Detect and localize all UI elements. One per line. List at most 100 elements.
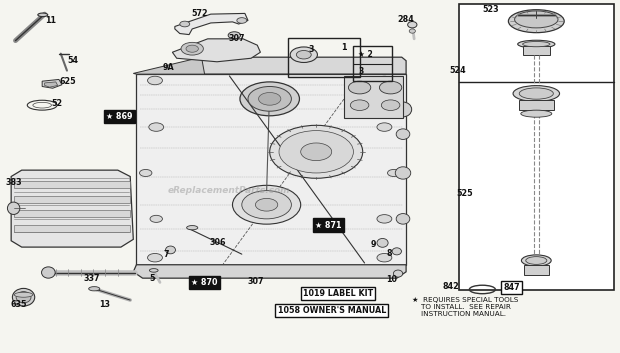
Text: 635: 635 <box>11 300 27 309</box>
Ellipse shape <box>408 22 417 28</box>
Circle shape <box>381 100 400 110</box>
Polygon shape <box>172 39 260 62</box>
Circle shape <box>255 198 278 211</box>
Text: 1058 OWNER'S MANUAL: 1058 OWNER'S MANUAL <box>278 306 386 315</box>
Text: ★  REQUIRES SPECIAL TOOLS
    TO INSTALL.  SEE REPAIR
    INSTRUCTION MANUAL.: ★ REQUIRES SPECIAL TOOLS TO INSTALL. SEE… <box>412 297 519 317</box>
Ellipse shape <box>513 86 559 102</box>
Bar <box>459 4 614 290</box>
Circle shape <box>240 82 299 116</box>
Text: 524: 524 <box>450 66 466 75</box>
Text: 3: 3 <box>358 67 363 76</box>
Bar <box>344 76 403 118</box>
Ellipse shape <box>520 88 553 99</box>
Ellipse shape <box>187 226 198 230</box>
Circle shape <box>228 32 241 39</box>
Ellipse shape <box>518 40 555 48</box>
Circle shape <box>301 143 332 161</box>
Text: 307: 307 <box>229 34 245 43</box>
Circle shape <box>259 92 281 105</box>
Polygon shape <box>175 13 248 35</box>
Circle shape <box>148 76 162 85</box>
Ellipse shape <box>396 167 410 179</box>
Bar <box>14 225 130 232</box>
Ellipse shape <box>377 239 388 247</box>
Polygon shape <box>136 74 406 265</box>
Bar <box>523 46 550 55</box>
Text: 52: 52 <box>51 98 63 108</box>
Polygon shape <box>133 57 205 74</box>
Ellipse shape <box>149 269 158 272</box>
Ellipse shape <box>394 270 403 277</box>
Text: 11: 11 <box>45 16 56 25</box>
Bar <box>288 38 360 77</box>
Text: ★ 870: ★ 870 <box>192 278 218 287</box>
Text: 54: 54 <box>68 55 79 65</box>
Ellipse shape <box>409 29 415 33</box>
Ellipse shape <box>526 257 547 264</box>
Circle shape <box>180 21 190 27</box>
Bar <box>524 265 549 275</box>
Ellipse shape <box>12 288 35 306</box>
Text: 5: 5 <box>149 274 154 283</box>
Text: 9A: 9A <box>163 63 174 72</box>
Bar <box>14 196 130 203</box>
Circle shape <box>140 169 152 176</box>
Ellipse shape <box>521 110 552 117</box>
Text: 847: 847 <box>503 283 520 292</box>
Circle shape <box>296 50 311 59</box>
Text: 1: 1 <box>342 43 347 52</box>
Circle shape <box>348 81 371 94</box>
Circle shape <box>377 76 392 85</box>
Circle shape <box>270 125 363 178</box>
Ellipse shape <box>7 202 20 214</box>
Circle shape <box>279 131 353 173</box>
Polygon shape <box>11 170 133 247</box>
Ellipse shape <box>89 287 100 291</box>
Ellipse shape <box>392 248 402 255</box>
Ellipse shape <box>396 129 410 139</box>
Ellipse shape <box>38 13 48 17</box>
Ellipse shape <box>14 292 33 297</box>
Text: 13: 13 <box>99 300 110 309</box>
Text: 842: 842 <box>443 282 460 291</box>
Text: 383: 383 <box>6 178 22 187</box>
Text: ★ 2: ★ 2 <box>358 50 373 59</box>
Circle shape <box>290 47 317 62</box>
Ellipse shape <box>396 214 410 224</box>
Circle shape <box>248 86 291 111</box>
Circle shape <box>377 253 392 262</box>
Text: 10: 10 <box>386 275 397 284</box>
Circle shape <box>377 215 392 223</box>
Ellipse shape <box>508 10 564 33</box>
Circle shape <box>148 253 162 262</box>
Text: 572: 572 <box>192 9 208 18</box>
Text: ★ 871: ★ 871 <box>316 221 342 230</box>
Circle shape <box>237 18 247 23</box>
Ellipse shape <box>523 42 550 47</box>
Circle shape <box>388 169 400 176</box>
Circle shape <box>379 81 402 94</box>
Ellipse shape <box>16 292 31 303</box>
Text: 284: 284 <box>397 15 415 24</box>
Circle shape <box>181 42 203 55</box>
Ellipse shape <box>515 11 558 28</box>
Text: 7: 7 <box>164 250 169 259</box>
Polygon shape <box>42 79 62 88</box>
Circle shape <box>377 123 392 131</box>
Circle shape <box>186 45 198 52</box>
Polygon shape <box>133 265 406 278</box>
Circle shape <box>242 191 291 219</box>
Circle shape <box>149 123 164 131</box>
Polygon shape <box>198 57 406 74</box>
Text: 625: 625 <box>60 77 76 86</box>
Text: 1019 LABEL KIT: 1019 LABEL KIT <box>303 289 373 298</box>
Bar <box>14 210 130 217</box>
Ellipse shape <box>394 102 412 117</box>
Text: 9: 9 <box>371 240 376 249</box>
Ellipse shape <box>166 246 175 254</box>
Text: ★ 869: ★ 869 <box>107 112 133 121</box>
Circle shape <box>150 215 162 222</box>
Text: eReplacementParts.com: eReplacementParts.com <box>168 186 291 195</box>
Text: 523: 523 <box>483 5 499 14</box>
Ellipse shape <box>521 255 551 266</box>
